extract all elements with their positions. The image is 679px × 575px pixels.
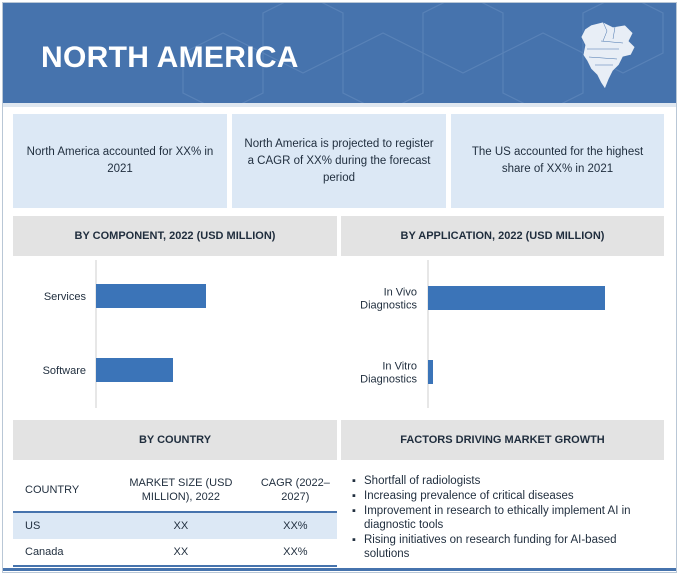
list-item: Rising initiatives on research funding f…	[352, 533, 657, 561]
table-cell-country: US	[13, 512, 108, 539]
category-label: Services	[44, 291, 87, 303]
column-header-market-size: MARKET SIZE (USD MILLION), 2022	[108, 468, 254, 513]
stat-market-share: North America accounted for XX% in 2021	[13, 114, 227, 208]
chart-bar	[428, 286, 605, 310]
chart-bar	[428, 360, 433, 384]
north-america-map-icon	[580, 21, 636, 90]
table-cell-country: Canada	[13, 539, 108, 567]
table-cell-market-size: XX	[108, 539, 254, 567]
table-row: Canada XX XX%	[13, 539, 337, 567]
bottom-border	[3, 568, 676, 571]
table-header-row: COUNTRY MARKET SIZE (USD MILLION), 2022 …	[13, 468, 337, 513]
section-header-component: BY COMPONENT, 2022 (USD MILLION)	[13, 216, 337, 256]
country-table: COUNTRY MARKET SIZE (USD MILLION), 2022 …	[13, 468, 337, 567]
header-divider-band	[3, 103, 676, 107]
stat-cagr: North America is projected to register a…	[232, 114, 446, 208]
table-cell-cagr: XX%	[253, 539, 337, 567]
section-header-factors: FACTORS DRIVING MARKET GROWTH	[341, 420, 664, 460]
chart-bar	[96, 284, 206, 308]
application-bar-chart: In Vivo Diagnostics In Vitro Diagnostics	[360, 260, 605, 408]
section-header-country: BY COUNTRY	[13, 420, 337, 460]
column-header-cagr: CAGR (2022–2027)	[253, 468, 337, 513]
list-item: Shortfall of radiologists	[352, 474, 657, 488]
table-row: US XX XX%	[13, 512, 337, 539]
header-banner: NORTH AMERICA	[3, 3, 676, 103]
chart-bar	[96, 358, 173, 382]
table-cell-cagr: XX%	[253, 512, 337, 539]
section-header-application: BY APPLICATION, 2022 (USD MILLION)	[341, 216, 664, 256]
table-cell-market-size: XX	[108, 512, 254, 539]
list-item: Improvement in research to ethically imp…	[352, 504, 657, 532]
category-label: In Vitro Diagnostics	[360, 361, 417, 386]
stat-us-share: The US accounted for the highest share o…	[451, 114, 664, 208]
component-bar-chart: Services Software	[43, 260, 206, 408]
column-header-country: COUNTRY	[13, 468, 108, 513]
list-item: Increasing prevalence of critical diseas…	[352, 489, 657, 503]
category-label: Software	[43, 365, 86, 377]
factors-list: Shortfall of radiologists Increasing pre…	[352, 474, 657, 562]
category-label: In Vivo Diagnostics	[360, 287, 417, 312]
page-title: NORTH AMERICA	[41, 41, 299, 74]
